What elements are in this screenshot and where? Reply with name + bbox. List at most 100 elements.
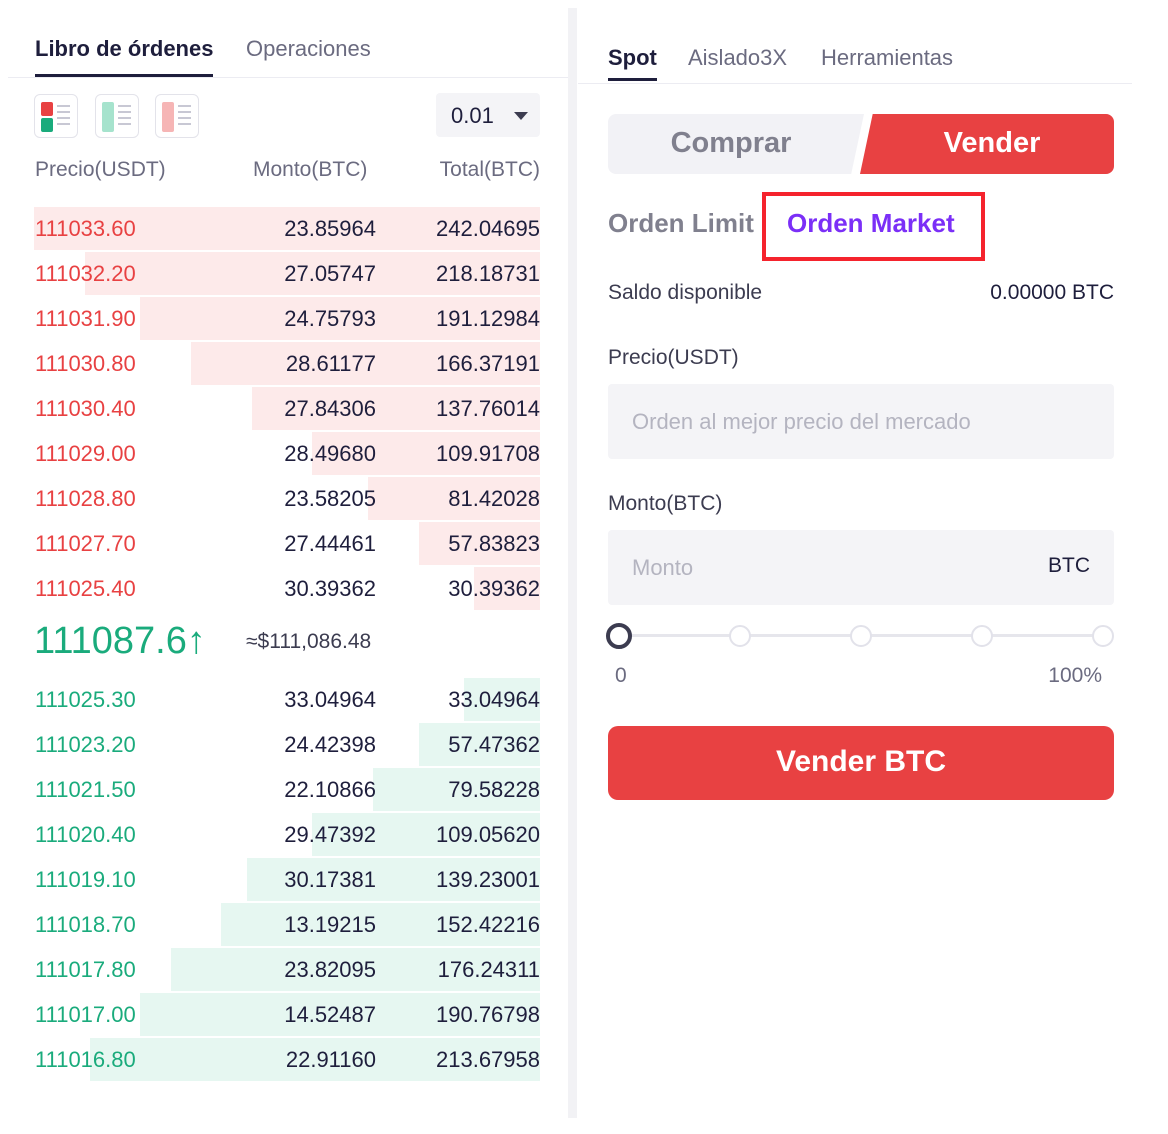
bid-row[interactable]: 111023.20 24.42398 57.47362	[34, 723, 540, 766]
sell-btc-button[interactable]: Vender BTC	[608, 726, 1114, 800]
icon-line	[57, 117, 70, 119]
tab-trades-label: Operaciones	[246, 36, 371, 61]
view-both-button[interactable]	[34, 94, 78, 138]
bid-row[interactable]: 111017.80 23.82095 176.24311	[34, 948, 540, 991]
tab-order-book[interactable]: Libro de órdenes	[35, 36, 214, 77]
bid-amount: 22.10866	[284, 777, 376, 802]
slider-step-50[interactable]	[850, 625, 872, 647]
bid-amount: 30.17381	[284, 867, 376, 892]
ask-price: 111033.60	[35, 216, 136, 241]
slider-step-0[interactable]	[606, 623, 632, 649]
ask-depth-bar	[367, 477, 540, 520]
icon-line	[57, 123, 70, 125]
icon-line	[178, 117, 191, 119]
slider-step-75[interactable]	[971, 625, 993, 647]
ask-row[interactable]: 111031.90 24.75793 191.12984	[34, 297, 540, 340]
ask-row[interactable]: 111027.70 27.44461 57.83823	[34, 522, 540, 565]
bid-row[interactable]: 111018.70 13.19215 152.42216	[34, 903, 540, 946]
both-view-icon	[41, 102, 53, 116]
ask-total: 242.04695	[436, 216, 540, 241]
price-field[interactable]	[608, 384, 1114, 459]
header-amount: Monto(BTC)	[253, 158, 368, 181]
ask-price: 111030.80	[35, 351, 136, 376]
ask-price: 111029.00	[35, 441, 136, 466]
ask-row[interactable]: 111032.20 27.05747 218.18731	[34, 252, 540, 295]
bid-depth-bar	[170, 948, 540, 991]
asks-view-icon	[162, 102, 174, 132]
ask-total: 57.83823	[448, 531, 540, 556]
ask-total: 191.12984	[436, 306, 540, 331]
amount-label: Monto(BTC)	[608, 492, 723, 515]
bid-total: 152.42216	[436, 912, 540, 937]
icon-line	[118, 105, 131, 107]
ask-amount: 24.75793	[284, 306, 376, 331]
highlight-box	[762, 192, 985, 261]
precision-select[interactable]: 0.01	[436, 93, 540, 137]
sell-tab-label: Vender	[943, 127, 1041, 159]
ask-depth-bar	[190, 342, 540, 385]
amount-slider[interactable]	[606, 622, 1114, 652]
bids-view-icon	[102, 102, 114, 132]
bid-depth-bar	[312, 813, 540, 856]
ask-total: 81.42028	[448, 486, 540, 511]
view-asks-button[interactable]	[155, 94, 199, 138]
buy-tab-button[interactable]: Comprar	[608, 114, 864, 174]
icon-line	[118, 123, 131, 125]
slider-max-label: 100%	[1048, 664, 1102, 687]
ask-row[interactable]: 111030.80 28.61177 166.37191	[34, 342, 540, 385]
bid-total: 57.47362	[448, 732, 540, 757]
ask-depth-bar	[84, 252, 540, 295]
ask-price: 111032.20	[35, 261, 136, 286]
icon-line	[57, 105, 70, 107]
view-bids-button[interactable]	[95, 94, 139, 138]
bid-total: 33.04964	[448, 687, 540, 712]
tab-isolated[interactable]: Aislado3X	[688, 45, 787, 71]
sell-btc-label: Vender BTC	[775, 745, 947, 778]
icon-line	[118, 117, 131, 119]
ask-row[interactable]: 111029.00 28.49680 109.91708	[34, 432, 540, 475]
ask-row[interactable]: 111033.60 23.85964 242.04695	[34, 207, 540, 250]
tab-tools[interactable]: Herramientas	[821, 45, 953, 71]
tab-isolated-label: Aislado3X	[688, 45, 788, 70]
ask-total: 218.18731	[436, 261, 540, 286]
ask-price: 111031.90	[35, 306, 136, 331]
tab-trades[interactable]: Operaciones	[246, 36, 371, 62]
ask-price: 111030.40	[35, 396, 136, 421]
ask-depth-bar	[251, 387, 540, 430]
precision-value: 0.01	[451, 103, 494, 128]
order-market-tab[interactable]: Orden Market	[787, 208, 955, 238]
ask-row[interactable]: 111030.40 27.84306 137.76014	[34, 387, 540, 430]
buy-tab-label: Comprar	[670, 127, 792, 159]
ask-row[interactable]: 111028.80 23.58205 81.42028	[34, 477, 540, 520]
bid-depth-bar	[221, 903, 540, 946]
trade-mode-tabs: Spot Aislado3X Herramientas	[578, 0, 1132, 84]
bid-row[interactable]: 111019.10 30.17381 139.23001	[34, 858, 540, 901]
sell-tab-button[interactable]: Vender	[860, 114, 1114, 174]
active-tab-underline	[35, 74, 214, 77]
amount-input[interactable]	[632, 530, 1012, 605]
slider-step-100[interactable]	[1092, 625, 1114, 647]
ask-depth-bar	[34, 207, 540, 250]
order-limit-tab[interactable]: Orden Limit	[608, 208, 754, 238]
bid-depth-bar	[464, 678, 540, 721]
price-input[interactable]	[632, 384, 1012, 459]
bid-amount: 29.47392	[284, 822, 376, 847]
amount-field[interactable]: BTC	[608, 530, 1114, 605]
ask-row[interactable]: 111025.40 30.39362 30.39362	[34, 567, 540, 610]
bid-row[interactable]: 111016.80 22.91160 213.67958	[34, 1038, 540, 1081]
ask-total: 166.37191	[436, 351, 540, 376]
tab-spot[interactable]: Spot	[608, 45, 657, 81]
bid-amount: 33.04964	[284, 687, 376, 712]
amount-unit: BTC	[1048, 554, 1090, 577]
icon-line	[57, 111, 70, 113]
panel-divider	[568, 8, 577, 1118]
slider-step-25[interactable]	[729, 625, 751, 647]
ask-price: 111027.70	[35, 531, 136, 556]
bid-row[interactable]: 111020.40 29.47392 109.05620	[34, 813, 540, 856]
trade-panel: Spot Aislado3X Herramientas Comprar Vend…	[578, 0, 1168, 1134]
bid-price: 111016.80	[35, 1047, 136, 1072]
bid-row[interactable]: 111017.00 14.52487 190.76798	[34, 993, 540, 1036]
bid-row[interactable]: 111025.30 33.04964 33.04964	[34, 678, 540, 721]
bid-row[interactable]: 111021.50 22.10866 79.58228	[34, 768, 540, 811]
ask-total: 137.76014	[436, 396, 540, 421]
